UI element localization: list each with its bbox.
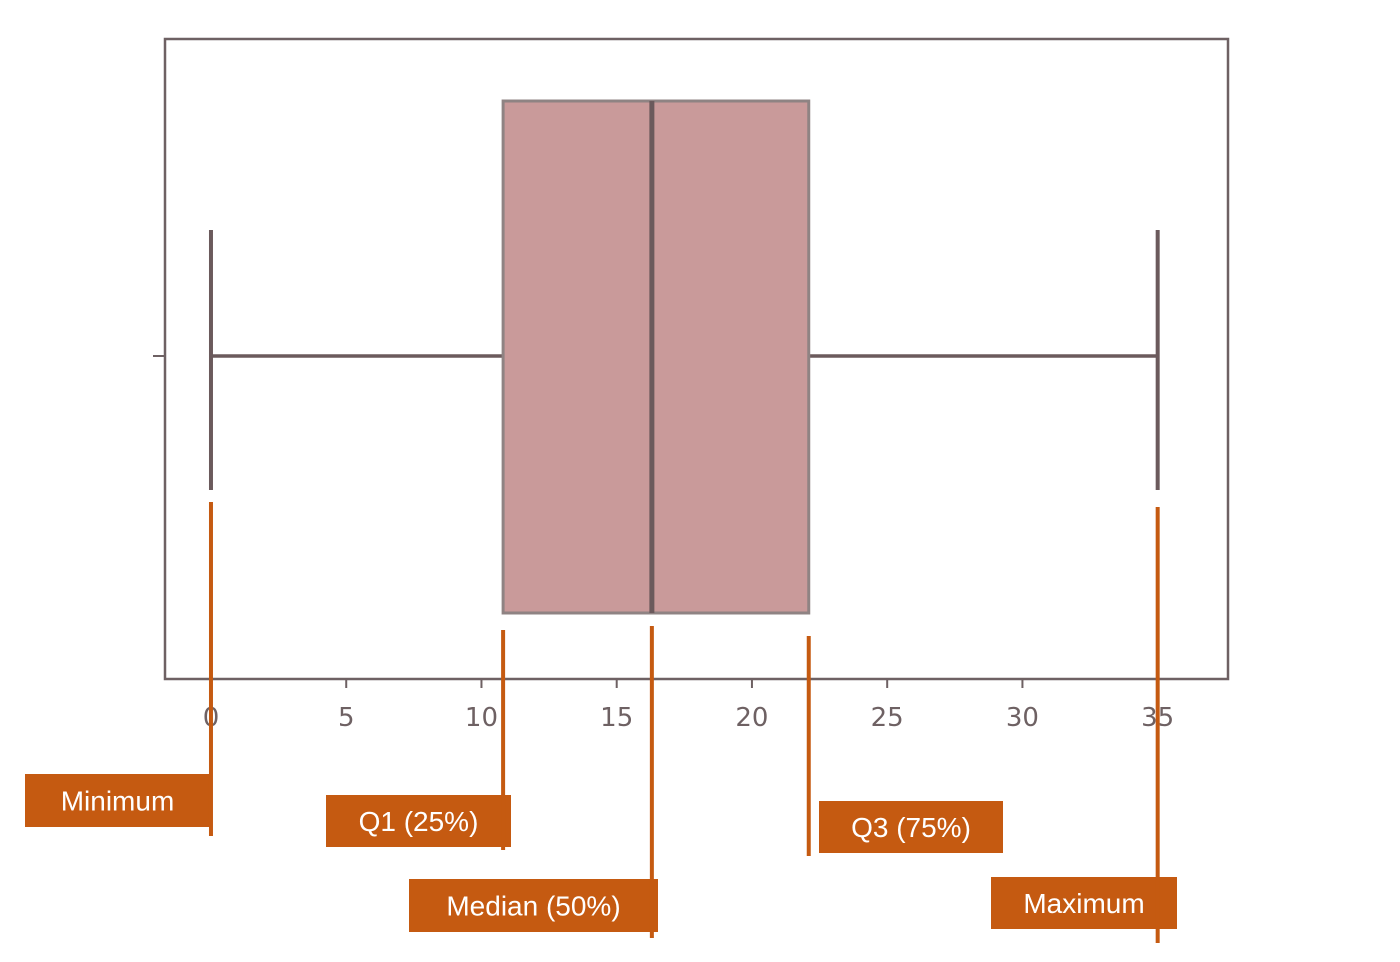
annotation-label-box-min — [25, 774, 210, 827]
annotation-q3: Q3 (75%) — [806, 636, 1003, 856]
annotation-label-box-q3 — [819, 801, 1003, 853]
annotation-label-box-q1 — [326, 795, 511, 847]
annotation-max: Maximum — [991, 507, 1177, 943]
annotation-label-median: Median (50%) — [446, 891, 620, 922]
annotation-label-box-median — [409, 879, 658, 932]
annotation-label-min: Minimum — [61, 786, 175, 817]
x-tick-label-30: 30 — [1006, 703, 1039, 733]
annotation-label-box-max — [991, 877, 1177, 929]
plot-frame — [163, 37, 1230, 681]
annotation-median: Median (50%) — [409, 626, 658, 938]
annotation-min: Minimum — [25, 502, 213, 836]
iqr-box — [501, 99, 811, 615]
x-tick-label-15: 15 — [600, 703, 633, 733]
annotation-label-q1: Q1 (25%) — [359, 806, 479, 837]
x-tick-label-20: 20 — [735, 703, 768, 733]
annotation-label-max: Maximum — [1023, 888, 1144, 919]
x-tick-label-10: 10 — [465, 703, 498, 733]
annotation-q1: Q1 (25%) — [326, 630, 511, 850]
x-tick-label-25: 25 — [871, 703, 904, 733]
annotation-label-q3: Q3 (75%) — [851, 812, 971, 843]
x-tick-label-5: 5 — [338, 703, 355, 733]
